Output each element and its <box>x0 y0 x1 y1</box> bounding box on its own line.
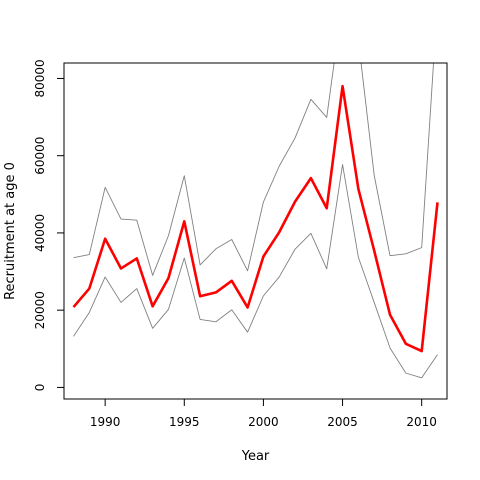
series-layer <box>72 63 439 379</box>
y-tick-label: 80000 <box>33 59 47 97</box>
y-tick-label: 0 <box>33 384 47 392</box>
x-axis: 1990 1995 2000 2005 2010 <box>90 399 437 429</box>
series-line-lower-bound <box>73 164 438 379</box>
series-line-estimate <box>72 84 439 353</box>
x-axis-label: Year <box>241 449 270 464</box>
x-tick-label: 2005 <box>327 415 358 429</box>
y-tick-label: 20000 <box>33 291 47 329</box>
x-tick-label: 2010 <box>406 415 437 429</box>
y-tick-label: 40000 <box>33 214 47 252</box>
series-line-upper-bound <box>73 63 434 276</box>
x-tick-label: 1995 <box>169 415 200 429</box>
y-tick-label: 60000 <box>33 137 47 175</box>
x-tick-label: 1990 <box>90 415 121 429</box>
y-axis-label: Recruitment at age 0 <box>3 162 18 300</box>
x-tick-label: 2000 <box>248 415 279 429</box>
plot-frame <box>63 62 448 400</box>
y-axis: 0 20000 40000 60000 80000 <box>33 59 64 391</box>
